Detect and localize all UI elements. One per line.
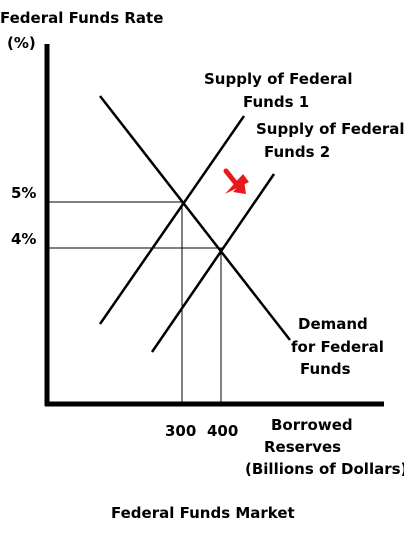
x-axis-label-line1: Borrowed bbox=[271, 416, 353, 434]
demand-label-line2: for Federal bbox=[291, 338, 384, 356]
supply-curve-2 bbox=[150, 173, 276, 353]
demand-curve bbox=[99, 95, 291, 341]
y-axis-label-line1: Federal Funds Rate bbox=[0, 9, 163, 27]
supply-curve-1 bbox=[98, 115, 246, 325]
demand-label-line3: Funds bbox=[300, 360, 351, 378]
x-axis-label-line2: Reserves bbox=[264, 438, 341, 456]
supply1-label-line1: Supply of Federal bbox=[204, 70, 353, 88]
y-tick-5: 5% bbox=[11, 184, 36, 202]
supply2-label-line1: Supply of Federal bbox=[256, 120, 404, 138]
x-axis-label-line3: (Billions of Dollars) bbox=[245, 460, 404, 478]
supply2-label-line2: Funds 2 bbox=[264, 143, 330, 161]
y-axis-label-line2: (%) bbox=[7, 34, 36, 52]
x-tick-400: 400 bbox=[207, 422, 238, 440]
x-tick-300: 300 bbox=[165, 422, 196, 440]
supply1-label-line2: Funds 1 bbox=[243, 93, 309, 111]
shift-arrow-icon bbox=[223, 168, 249, 194]
y-tick-4: 4% bbox=[11, 230, 36, 248]
demand-label-line1: Demand bbox=[298, 315, 368, 333]
diagram-title: Federal Funds Market bbox=[111, 504, 295, 522]
